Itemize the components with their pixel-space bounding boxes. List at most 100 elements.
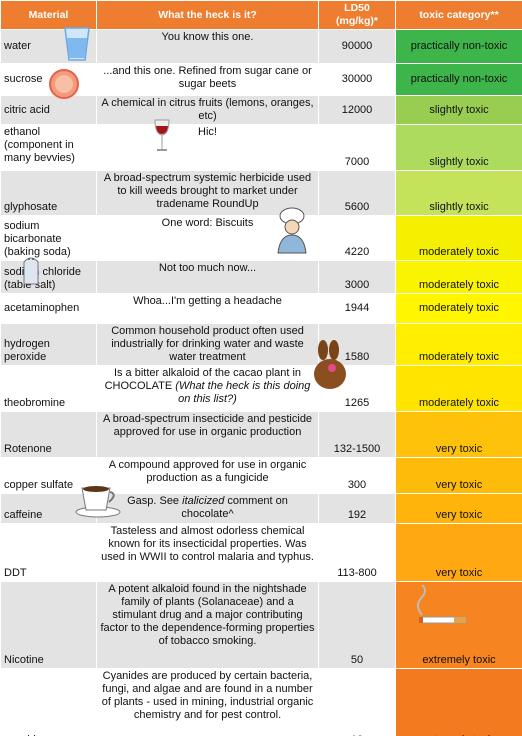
description-text: Whoa...I'm getting a headache <box>133 295 282 307</box>
material-cell: hydrogen peroxide <box>0 323 97 366</box>
material-cell: acetaminophen <box>0 293 97 324</box>
description-text: Cyanides are produced by certain bacteri… <box>101 670 314 721</box>
table-row: caffeine Gasp. See italicized comment on … <box>0 493 522 524</box>
material-cell: Rotenone <box>0 411 97 458</box>
category-cell: moderately toxic <box>395 293 522 324</box>
table-row: Nicotine A potent alkaloid found in the n… <box>0 581 522 669</box>
category-cell: practically non-toxic <box>395 63 522 96</box>
description-cell: Not too much now... <box>96 260 319 294</box>
description-cell: Gasp. See italicized comment on chocolat… <box>96 493 319 524</box>
ld50-cell: 4220 <box>318 215 396 261</box>
description-text: Hic! <box>198 126 217 138</box>
description-cell: You know this one. <box>96 29 319 64</box>
description-cell: Common household product often used indu… <box>96 323 319 366</box>
description-cell: Whoa...I'm getting a headache <box>96 293 319 324</box>
table-row: hydrogen peroxide Common household produc… <box>0 323 522 366</box>
description-cell: ...and this one. Refined from sugar cane… <box>96 63 319 96</box>
description-cell: Cyanides are produced by certain bacteri… <box>96 668 319 736</box>
description-text: Common household product often used indu… <box>111 325 304 363</box>
description-cell: Hic! <box>96 124 319 171</box>
description-text: ...and this one. Refined from sugar cane… <box>103 65 312 90</box>
category-cell: slightly toxic <box>395 124 522 171</box>
category-cell: very toxic <box>395 523 522 582</box>
chef-icon <box>277 207 307 254</box>
ld50-cell: 30000 <box>318 63 396 96</box>
table-row: Rotenone A broad-spectrum insecticide and… <box>0 411 522 458</box>
salt-shaker-icon <box>23 257 39 285</box>
material-cell: Nicotine <box>0 581 97 669</box>
cigarette-icon <box>417 585 467 624</box>
material-cell: DDT <box>0 523 97 582</box>
header-cell: What the heck is it? <box>96 0 319 30</box>
water-glass-icon <box>64 27 90 61</box>
material-cell: ethanol (component in many bevvies) <box>0 124 97 171</box>
wine-glass-icon <box>154 119 170 151</box>
ld50-cell: 132-1500 <box>318 411 396 458</box>
table-row: citric acid A chemical in citrus fruits (… <box>0 95 522 125</box>
header-row: Material What the heck is it? LD50 (mg/kg)… <box>0 0 522 30</box>
category-cell: very toxic <box>395 457 522 494</box>
description-cell: A broad-spectrum insecticide and pestici… <box>96 411 319 458</box>
description-text: One word: Biscuits <box>161 217 254 229</box>
grapefruit-icon <box>49 69 79 99</box>
header-cell: toxic category** <box>395 0 522 30</box>
ld50-cell: 10 <box>318 668 396 736</box>
header-cell: LD50 (mg/kg)* <box>318 0 396 30</box>
description-text: comment on chocolate^ <box>181 495 288 520</box>
category-cell: moderately toxic <box>395 323 522 366</box>
description-cell: A chemical in citrus fruits (lemons, ora… <box>96 95 319 125</box>
table-row: sodium chloride (table salt) Not too much… <box>0 260 522 294</box>
description-text: A broad-spectrum insecticide and pestici… <box>102 413 313 438</box>
material-cell: theobromine <box>0 365 97 412</box>
coffee-cup-icon <box>75 486 121 518</box>
table-row: acetaminophen Whoa...I'm getting a headac… <box>0 293 522 324</box>
description-text: Not too much now... <box>158 262 257 274</box>
ld50-cell: 1944 <box>318 293 396 324</box>
description-cell: A compound approved for use in organic p… <box>96 457 319 494</box>
description-cell: Is a bitter alkaloid of the cacao plant … <box>96 365 319 412</box>
category-cell: moderately toxic <box>395 215 522 261</box>
table-row: sodium bicarbonate (baking soda) One word… <box>0 215 522 261</box>
description-text: (What the heck is this doing on this lis… <box>175 380 311 405</box>
description-text: Gasp. See <box>127 495 183 507</box>
description-text: italicized <box>182 495 225 507</box>
category-cell: extremely toxic <box>395 668 522 736</box>
description-text: Is a bitter alkaloid of the cacao plant … <box>104 367 302 392</box>
description-cell: A broad-spectrum systemic herbicide used… <box>96 170 319 216</box>
table-row: cyanideCyanides are produced by certain … <box>0 668 522 736</box>
category-cell: very toxic <box>395 493 522 524</box>
description-text: A compound approved for use in organic p… <box>108 459 307 484</box>
description-text: Tasteless and almost odorless chemical k… <box>101 525 314 563</box>
category-cell: very toxic <box>395 411 522 458</box>
description-text: A broad-spectrum systemic herbicide used… <box>103 172 312 210</box>
ld50-cell: 12000 <box>318 95 396 125</box>
table-row: glyphosate A broad-spectrum systemic herb… <box>0 170 522 216</box>
table-row: ethanol (component in many bevvies) Hic! 7… <box>0 124 522 171</box>
material-cell: cyanide <box>0 668 97 736</box>
ld50-cell: 113-800 <box>318 523 396 582</box>
description-cell: A potent alkaloid found in the nightshad… <box>96 581 319 669</box>
description-text: A chemical in citrus fruits (lemons, ora… <box>101 97 314 122</box>
table-row: DDT Tasteless and almost odorless chemica… <box>0 523 522 582</box>
description-text: You know this one. <box>161 31 254 43</box>
chocolate-bunny-icon <box>314 340 346 389</box>
category-cell: moderately toxic <box>395 260 522 294</box>
material-cell: citric acid <box>0 95 97 125</box>
category-cell: slightly toxic <box>395 170 522 216</box>
material-cell: copper sulfate <box>0 457 97 494</box>
description-cell: Tasteless and almost odorless chemical k… <box>96 523 319 582</box>
table-row: theobromine Is a bitter alkaloid of the c… <box>0 365 522 412</box>
ld50-cell: 300 <box>318 457 396 494</box>
category-cell: moderately toxic <box>395 365 522 412</box>
ld50-cell: 5600 <box>318 170 396 216</box>
ld50-cell: 192 <box>318 493 396 524</box>
description-text: A potent alkaloid found in the nightshad… <box>100 583 315 647</box>
category-cell: extremely toxic <box>395 581 522 669</box>
table-row: copper sulfate A compound approved for us… <box>0 457 522 494</box>
header-cell: Material <box>0 0 97 30</box>
category-cell: slightly toxic <box>395 95 522 125</box>
material-cell: glyphosate <box>0 170 97 216</box>
ld50-cell: 50 <box>318 581 396 669</box>
